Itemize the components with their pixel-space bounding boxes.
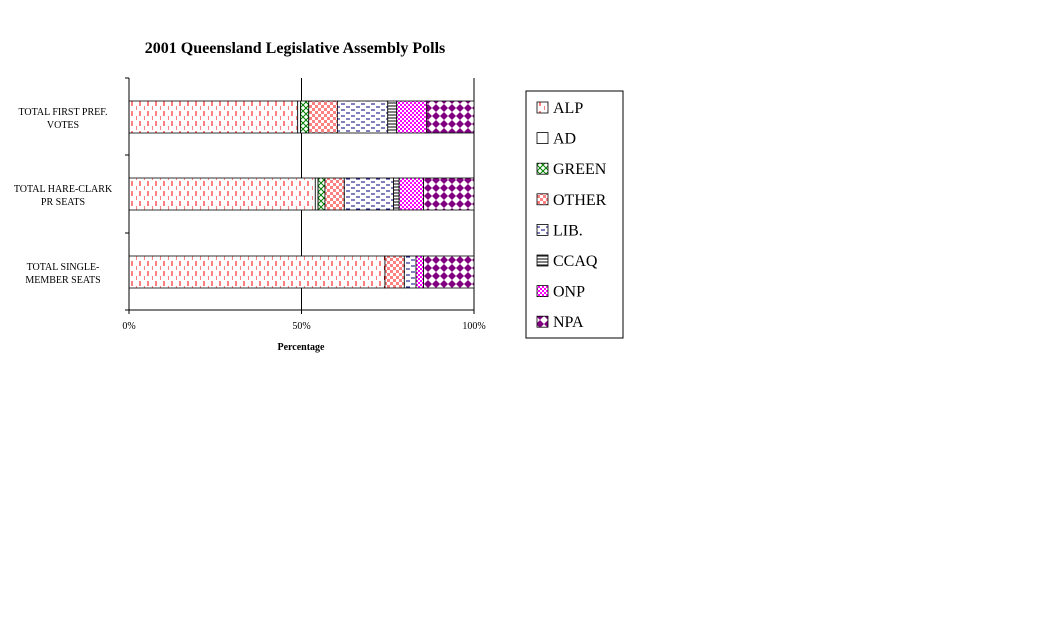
category-label: TOTAL SINGLE- bbox=[27, 262, 100, 273]
legend-label-green: GREEN bbox=[553, 161, 607, 178]
bar-lib-3 bbox=[403, 255, 417, 289]
chart-title: 2001 Queensland Legislative Assembly Pol… bbox=[145, 40, 445, 57]
bar-green-1 bbox=[300, 100, 310, 134]
bars bbox=[128, 100, 475, 289]
legend-swatch-other bbox=[536, 193, 549, 206]
bar-npa-3 bbox=[423, 255, 475, 289]
legend-swatch-ad bbox=[536, 132, 549, 145]
legend-swatch-ccaq bbox=[536, 254, 549, 267]
category-label: TOTAL HARE-CLARK bbox=[14, 184, 113, 195]
x-tick-label: 0% bbox=[122, 321, 135, 332]
legend-label-other: OTHER bbox=[553, 192, 607, 209]
bar-onp-3 bbox=[415, 255, 425, 289]
legend-label-ad: AD bbox=[553, 131, 576, 148]
x-tick-label: 50% bbox=[292, 321, 310, 332]
legend-swatch-green bbox=[536, 162, 549, 175]
legend-swatch-alp bbox=[536, 101, 549, 114]
bar-other-2 bbox=[324, 177, 345, 211]
legend-label-alp: ALP bbox=[553, 100, 583, 117]
category-label: TOTAL FIRST PREF. bbox=[18, 107, 107, 118]
legend-swatch-lib bbox=[536, 223, 549, 236]
bar-alp-2 bbox=[128, 177, 316, 211]
bar-other-1 bbox=[308, 100, 338, 134]
legend-label-npa: NPA bbox=[553, 314, 584, 331]
legend-swatch-npa bbox=[536, 315, 549, 328]
x-axis: 0% 50% 100% bbox=[122, 77, 486, 332]
bar-lib-1 bbox=[336, 100, 389, 134]
bar-onp-2 bbox=[398, 177, 425, 211]
bar-npa-1 bbox=[426, 100, 475, 134]
category-labels: TOTAL FIRST PREF. VOTES TOTAL HARE-CLARK PR… bbox=[14, 107, 113, 286]
bar-alp-3 bbox=[128, 255, 386, 289]
x-tick-label: 100% bbox=[462, 321, 485, 332]
category-label: VOTES bbox=[47, 120, 79, 131]
legend-label-lib: LIB. bbox=[553, 222, 583, 239]
bar-ccaq-2 bbox=[393, 177, 400, 211]
category-label: MEMBER SEATS bbox=[25, 275, 100, 286]
legend: ALP AD GREEN OTHER LIB. CCAQ ONP NPA bbox=[525, 90, 624, 339]
x-axis-label: Percentage bbox=[277, 342, 325, 353]
bar-other-3 bbox=[384, 255, 405, 289]
legend-box bbox=[525, 90, 624, 339]
legend-label-ccaq: CCAQ bbox=[553, 253, 598, 270]
legend-swatch-onp bbox=[536, 285, 549, 298]
bar-ad-1 bbox=[297, 100, 301, 134]
bar-green-2 bbox=[317, 177, 326, 211]
bar-alp-1 bbox=[128, 100, 299, 134]
bar-lib-2 bbox=[343, 177, 395, 211]
bar-npa-2 bbox=[423, 177, 475, 211]
bar-ccaq-1 bbox=[387, 100, 398, 134]
category-label: PR SEATS bbox=[41, 197, 85, 208]
bar-ad-2 bbox=[314, 177, 319, 211]
legend-label-onp: ONP bbox=[553, 284, 585, 301]
bar-onp-1 bbox=[396, 100, 428, 134]
